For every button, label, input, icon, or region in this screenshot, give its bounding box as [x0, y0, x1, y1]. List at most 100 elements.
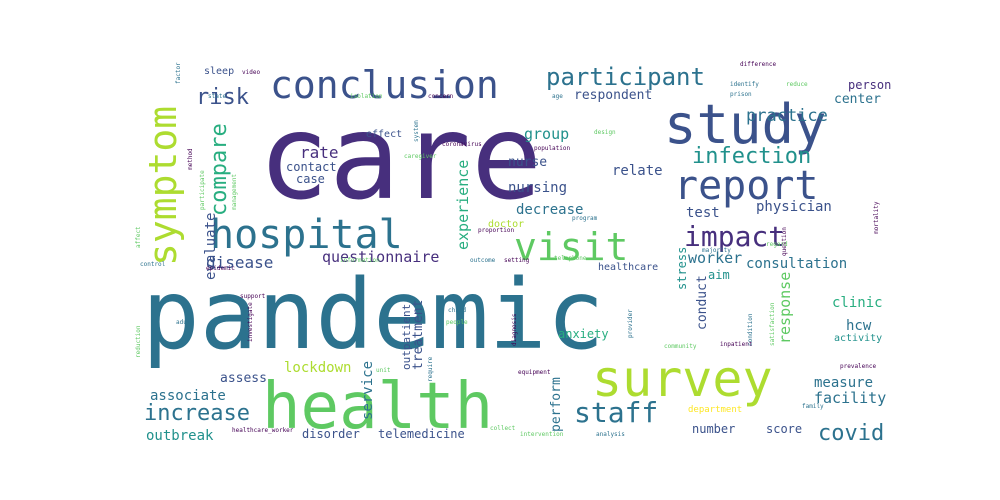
word-collect: collect: [490, 425, 516, 432]
word-test: test: [686, 205, 720, 221]
word-healthcare-worker: healthcare_worker: [232, 427, 294, 434]
word-population: population: [534, 145, 571, 152]
word-sleep: sleep: [204, 66, 234, 77]
word-anxiety: anxiety: [558, 327, 609, 341]
word-family: family: [802, 403, 824, 410]
word-telemedicine: telemedicine: [378, 427, 465, 441]
word-risk: risk: [196, 85, 249, 110]
word-telephone: telephone: [554, 255, 587, 262]
word-evaluate: evaluate: [203, 213, 219, 280]
word-worker: worker: [688, 249, 742, 267]
word-rate: rate: [300, 143, 339, 162]
word-consultation: consultation: [746, 256, 847, 272]
word-person: person: [848, 78, 891, 92]
word-symptom: symptom: [141, 106, 185, 266]
word-provider: provider: [627, 309, 634, 338]
word-regard: regard: [766, 241, 788, 248]
word-study: study: [664, 93, 827, 156]
word-response: response: [776, 272, 794, 344]
word-factor: factor: [175, 62, 182, 84]
word-activity: activity: [834, 333, 882, 344]
word-contact: contact: [286, 160, 337, 174]
word-require: require: [427, 356, 434, 382]
word-prison: prison: [730, 91, 752, 98]
word-people: people: [446, 319, 468, 326]
word-score: score: [766, 422, 802, 436]
word-control: control: [140, 261, 166, 268]
word-covid: covid: [818, 421, 884, 446]
word-conduct: conduct: [695, 275, 710, 330]
word-video: video: [242, 69, 260, 76]
word-measure: measure: [814, 375, 873, 391]
word-participant: participant: [546, 63, 705, 91]
word-system: system: [413, 120, 420, 142]
word-group: group: [524, 125, 569, 143]
word-proportion: proportion: [478, 227, 515, 234]
word-identify: identify: [730, 81, 759, 88]
word-coronavirus: coronavirus: [442, 141, 482, 148]
word-age: age: [552, 93, 563, 100]
word-compare: compare: [207, 123, 232, 216]
word-design: design: [594, 129, 616, 136]
word-state: state: [208, 93, 226, 100]
word-associate: associate: [150, 388, 226, 404]
word-survey: survey: [592, 350, 773, 408]
word-conclusion: conclusion: [270, 63, 499, 107]
word-practice: practice: [746, 106, 828, 126]
word-treatment: treatment: [411, 300, 426, 370]
word-majority: majority: [702, 247, 731, 254]
word-support: support: [240, 293, 266, 300]
word-information: information: [340, 257, 380, 264]
word-outbreak: outbreak: [146, 428, 214, 444]
word-healthcare: healthcare: [598, 262, 658, 273]
word-diagnosis: diagnosis: [511, 313, 518, 346]
word-participate: participate: [199, 170, 206, 210]
word-prevalence: prevalence: [840, 363, 877, 370]
word-nursing: nursing: [508, 180, 567, 196]
word-adult: adult: [176, 319, 194, 326]
word-increase: increase: [144, 401, 250, 426]
word-aim: aim: [708, 268, 730, 282]
word-experience: experience: [454, 160, 472, 250]
word-hcw: hcw: [846, 318, 872, 334]
word-effect: effect: [366, 129, 402, 140]
word-analysis: analysis: [596, 431, 625, 438]
word-assess: assess: [220, 371, 267, 386]
word-question: question: [781, 227, 788, 256]
word-investigate: investigate: [247, 302, 254, 342]
word-perform: perform: [549, 377, 564, 432]
word-infection: infection: [692, 144, 811, 169]
word-impact: impact: [684, 220, 785, 253]
word-intervention: intervention: [520, 431, 564, 438]
word-center: center: [834, 92, 881, 107]
word-disease: disease: [206, 253, 273, 272]
word-setting: setting: [504, 257, 530, 264]
word-facility: facility: [814, 389, 886, 407]
word-hospital: hospital: [210, 212, 403, 258]
word-relate: relate: [612, 163, 663, 179]
word-reduce: reduce: [786, 81, 808, 88]
word-doctor: doctor: [488, 219, 524, 230]
word-satisfaction: satisfaction: [769, 302, 776, 346]
word-questionnaire: questionnaire: [322, 248, 439, 266]
word-department: department: [688, 405, 742, 415]
word-child: child: [448, 307, 466, 314]
word-program: program: [572, 215, 598, 222]
word-epidemic: epidemic: [206, 265, 235, 272]
word-community: community: [664, 343, 697, 350]
word-nurse: nurse: [508, 155, 547, 170]
word-concern: concern: [428, 93, 454, 100]
word-number: number: [692, 422, 735, 436]
word-clinic: clinic: [832, 295, 883, 311]
word-inpatient: inpatient: [720, 341, 753, 348]
word-mortality: mortality: [873, 201, 880, 234]
word-visit: visit: [514, 225, 628, 269]
word-stress: stress: [675, 247, 689, 290]
word-outcome: outcome: [470, 257, 496, 264]
word-decrease: decrease: [516, 202, 583, 218]
word-unit: unit: [376, 367, 391, 374]
word-isolation: isolation: [350, 93, 383, 100]
word-physician: physician: [756, 199, 832, 215]
word-service: service: [360, 361, 376, 420]
